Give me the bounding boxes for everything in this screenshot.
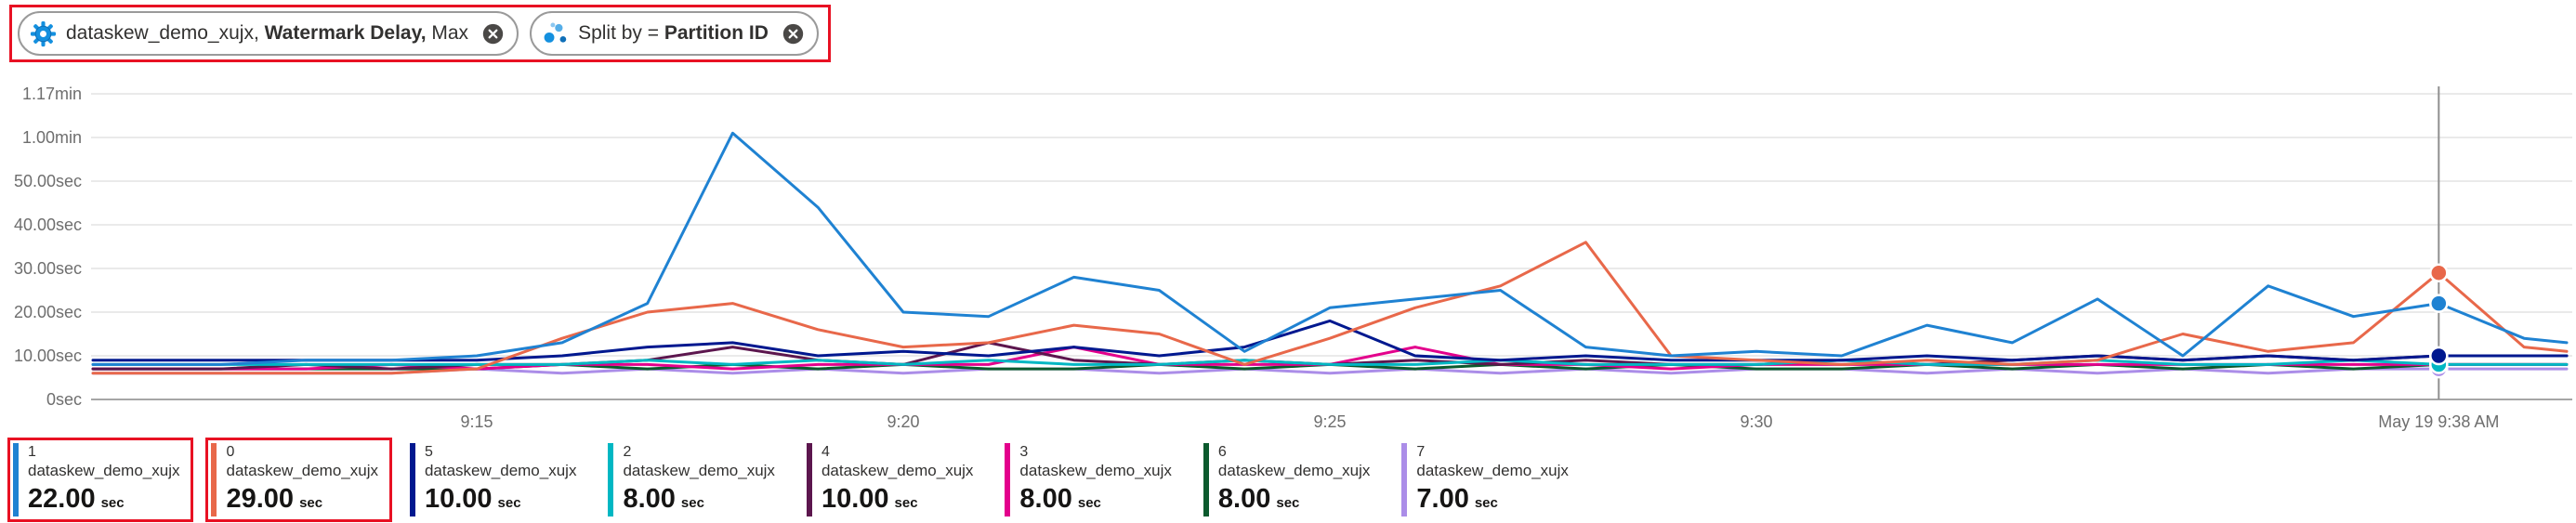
legend-item[interactable]: 5 dataskew_demo_xujx 10.00 sec [404, 438, 590, 522]
y-axis-label: 0sec [46, 390, 82, 409]
series-color-bar [1401, 443, 1408, 516]
metric-pill-label: dataskew_demo_xujx, Watermark Delay, Max [66, 22, 469, 44]
series-value: 8.00 [1019, 484, 1072, 515]
partition-number: 4 [821, 444, 830, 460]
y-axis-label: 20.00sec [14, 303, 82, 321]
stream-analytics-gear-icon [29, 20, 58, 48]
x-axis-label: 9:30 [1740, 412, 1772, 431]
series-value-row: 7.00 sec [1416, 483, 1568, 516]
series-name: dataskew_demo_xujx [226, 461, 378, 479]
series-color-bar [1005, 443, 1011, 516]
series-line-partition-0[interactable] [91, 241, 2569, 375]
series-color-bar [13, 443, 19, 516]
series-value: 22.00 [28, 484, 96, 515]
series-name: dataskew_demo_xujx [623, 461, 775, 479]
partition-number: 2 [623, 444, 632, 460]
series-name: dataskew_demo_xujx [821, 461, 974, 479]
metric-pill[interactable]: dataskew_demo_xujx, Watermark Delay, Max [18, 11, 519, 56]
series-value: 29.00 [226, 484, 295, 515]
series-name: dataskew_demo_xujx [28, 461, 180, 479]
crosshair-dot-partition-1 [2429, 294, 2449, 313]
series-value: 10.00 [821, 484, 889, 515]
series-color-bar [211, 443, 217, 516]
series-name: dataskew_demo_xujx [424, 461, 577, 479]
partition-number: 7 [1416, 444, 1426, 460]
series-line-partition-2[interactable] [91, 359, 2569, 366]
series-color-bar [1203, 443, 1209, 516]
legend-item[interactable]: 2 dataskew_demo_xujx 8.00 sec [602, 438, 788, 522]
chart-legend: 1 dataskew_demo_xujx 22.00 sec 0 dataske… [7, 438, 1583, 522]
legend-item[interactable]: 6 dataskew_demo_xujx 8.00 sec [1198, 438, 1384, 522]
crosshair-time-label: May 19 9:38 AM [2378, 412, 2499, 431]
series-value: 7.00 [1416, 484, 1469, 515]
legend-item[interactable]: 4 dataskew_demo_xujx 10.00 sec [801, 438, 987, 522]
series-unit: sec [1276, 495, 1300, 512]
split-by-pill[interactable]: Split by = Partition ID [530, 11, 819, 56]
crosshair-dot-partition-5 [2429, 346, 2449, 366]
legend-item[interactable]: 0 dataskew_demo_xujx 29.00 sec [205, 438, 392, 522]
x-axis-label: 9:25 [1313, 412, 1346, 431]
series-value: 10.00 [424, 484, 493, 515]
series-line-partition-1[interactable] [91, 131, 2569, 366]
x-axis-label: 9:15 [461, 412, 493, 431]
series-name: dataskew_demo_xujx [1019, 461, 1172, 479]
series-color-bar [806, 443, 812, 516]
partition-number: 6 [1217, 444, 1227, 460]
y-axis-label: 40.00sec [14, 216, 82, 234]
y-axis-label: 10.00sec [14, 346, 82, 365]
partition-number: 0 [226, 444, 235, 460]
legend-item[interactable]: 7 dataskew_demo_xujx 7.00 sec [1396, 438, 1582, 522]
series-value-row: 8.00 sec [623, 483, 774, 516]
y-axis-label: 50.00sec [14, 172, 82, 190]
legend-item[interactable]: 3 dataskew_demo_xujx 8.00 sec [999, 438, 1185, 522]
series-value-row: 10.00 sec [821, 483, 973, 516]
y-axis-label: 1.17min [22, 85, 82, 103]
series-color-bar [409, 443, 415, 516]
series-value-row: 10.00 sec [425, 483, 576, 516]
split-by-pill-label: Split by = Partition ID [578, 22, 769, 44]
scatter-dots-icon [541, 20, 570, 48]
remove-metric-icon[interactable] [480, 21, 506, 46]
y-axis-label: 1.00min [22, 128, 82, 147]
series-unit: sec [894, 495, 918, 512]
filter-pills-annotation-box: dataskew_demo_xujx, Watermark Delay, Max… [9, 5, 831, 62]
series-unit: sec [299, 495, 323, 512]
series-value-row: 29.00 sec [226, 483, 377, 516]
series-unit: sec [1474, 495, 1498, 512]
series-value-row: 8.00 sec [1019, 483, 1171, 516]
series-unit: sec [497, 495, 521, 512]
partition-number: 5 [424, 444, 433, 460]
series-value: 8.00 [623, 484, 676, 515]
series-name: dataskew_demo_xujx [1416, 461, 1569, 479]
series-unit: sec [1077, 495, 1101, 512]
crosshair-dot-partition-0 [2429, 263, 2449, 282]
series-value-row: 22.00 sec [28, 483, 179, 516]
partition-number: 1 [28, 444, 36, 460]
series-value: 8.00 [1217, 484, 1271, 515]
legend-item[interactable]: 1 dataskew_demo_xujx 22.00 sec [7, 438, 194, 522]
series-unit: sec [680, 495, 704, 512]
x-axis-label: 9:20 [887, 412, 920, 431]
series-line-partition-5[interactable] [91, 319, 2569, 362]
remove-split-by-icon[interactable] [781, 21, 806, 46]
y-axis-label: 30.00sec [14, 259, 82, 278]
series-value-row: 8.00 sec [1218, 483, 1370, 516]
series-name: dataskew_demo_xujx [1217, 461, 1371, 479]
series-color-bar [608, 443, 614, 516]
series-unit: sec [100, 495, 125, 512]
metrics-line-chart[interactable]: 1.17min 1.00min 50.00sec 40.00sec 30.00sec 20… [0, 0, 2576, 437]
partition-number: 3 [1019, 444, 1029, 460]
